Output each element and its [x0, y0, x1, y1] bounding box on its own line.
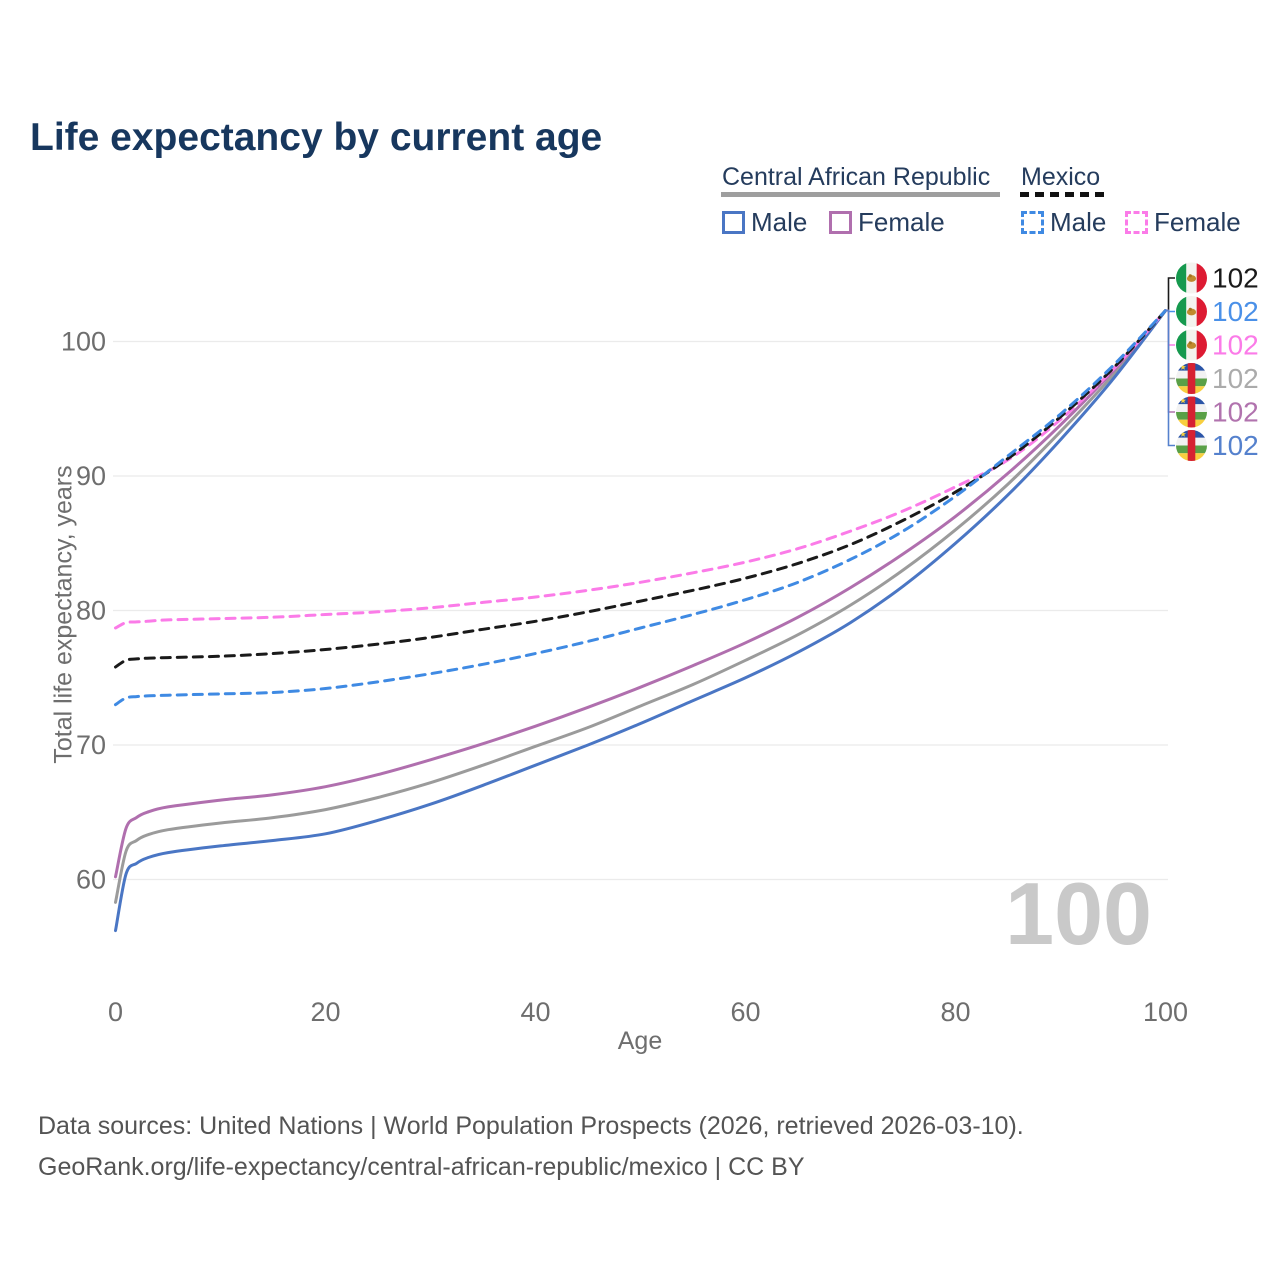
legend-country-car[interactable]: Central African Republic: [722, 163, 991, 191]
flag-icon-cf: [1176, 396, 1207, 428]
page-title: Life expectancy by current age: [30, 116, 603, 160]
footer: Data sources: United Nations | World Pop…: [38, 1106, 1024, 1188]
legend-line-style-car: [721, 192, 1000, 197]
data-sources-text: Data sources: United Nations | World Pop…: [38, 1112, 1024, 1140]
legend-swatch-mexico-female: [1125, 211, 1148, 234]
legend-label-car-female: Female: [858, 207, 945, 237]
series-line-mx-female: [114, 309, 1167, 630]
series-line-car-female: [114, 309, 1167, 879]
x-axis-title: Age: [617, 1027, 663, 1055]
legend-item-car-female[interactable]: Female: [829, 207, 945, 238]
flag-icon-cf: [1176, 430, 1207, 461]
x-tick-80: 80: [940, 997, 970, 1027]
end-value-mx-male: 102: [1212, 296, 1259, 327]
attribution-link[interactable]: GeoRank.org/life-expectancy/central-afri…: [38, 1153, 805, 1181]
series-line-mx-total: [114, 309, 1167, 669]
x-tick-40: 40: [520, 997, 550, 1027]
x-tick-20: 20: [310, 997, 340, 1027]
legend-label-mexico-female: Female: [1154, 207, 1241, 237]
end-value-mx-female: 102: [1212, 330, 1259, 361]
y-tick-100: 100: [61, 327, 106, 357]
legend-label-mexico-male: Male: [1050, 207, 1107, 237]
legend-swatch-car-male: [722, 211, 745, 234]
series-line-mx-male: [114, 309, 1167, 707]
end-value-car-male: 102: [1212, 430, 1259, 461]
y-tick-60: 60: [76, 865, 106, 895]
end-label-connector-car-male: [1165, 309, 1175, 447]
end-label-connector-mx-total: [1165, 277, 1175, 312]
x-tick-0: 0: [108, 997, 123, 1027]
flag-icon-mx: [1176, 329, 1207, 361]
y-tick-70: 70: [76, 730, 106, 760]
legend-item-car-male[interactable]: Male: [722, 207, 807, 238]
legend-label-car-male: Male: [751, 207, 808, 237]
legend-swatch-mexico-male: [1021, 211, 1044, 234]
legend-country-mexico[interactable]: Mexico: [1021, 163, 1101, 191]
legend-swatch-car-female: [829, 211, 852, 234]
legend-line-style-mexico: [1020, 192, 1106, 197]
x-tick-100: 100: [1143, 997, 1188, 1027]
legend-item-mexico-male[interactable]: Male: [1021, 207, 1106, 238]
end-value-car-total: 102: [1212, 363, 1259, 394]
flag-icon-mx: [1176, 296, 1207, 327]
end-label-connector-car-female: [1165, 309, 1175, 413]
y-tick-80: 80: [76, 596, 106, 626]
series-line-car-total: [114, 309, 1167, 904]
end-label-connector-mx-female: [1165, 309, 1175, 346]
x-tick-60: 60: [730, 997, 760, 1027]
y-axis-title: Total life expectancy, years: [49, 465, 78, 764]
y-tick-90: 90: [76, 461, 106, 491]
age-watermark: 100: [1005, 864, 1152, 963]
flag-icon-mx: [1176, 262, 1207, 294]
series-line-car-male: [114, 309, 1167, 933]
legend-item-mexico-female[interactable]: Female: [1125, 207, 1241, 238]
end-value-car-female: 102: [1212, 397, 1259, 428]
flag-icon-cf: [1176, 363, 1207, 394]
end-value-mx-total: 102: [1212, 263, 1259, 294]
